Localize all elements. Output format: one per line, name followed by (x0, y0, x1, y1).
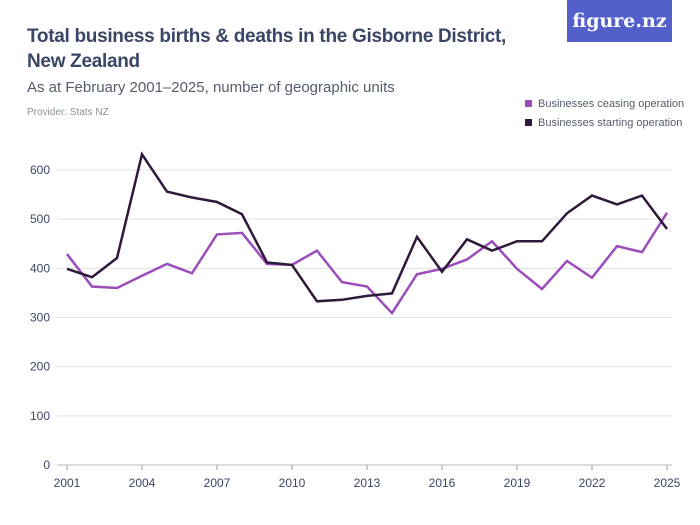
y-tick-label: 400 (30, 261, 50, 275)
y-tick-label: 500 (30, 212, 50, 226)
y-tick-label: 600 (30, 163, 50, 177)
y-tick-label: 100 (30, 409, 50, 423)
legend-swatch-ceasing (525, 100, 532, 107)
legend-item-ceasing: Businesses ceasing operation (525, 94, 684, 113)
legend-swatch-starting (525, 119, 532, 126)
y-tick-label: 300 (30, 311, 50, 325)
x-tick-label: 2019 (504, 476, 531, 490)
x-tick-label: 2013 (354, 476, 381, 490)
x-tick-label: 2004 (129, 476, 156, 490)
x-tick-label: 2007 (204, 476, 231, 490)
y-tick-label: 200 (30, 360, 50, 374)
legend: Businesses ceasing operation Businesses … (525, 94, 684, 132)
legend-label-ceasing: Businesses ceasing operation (538, 97, 685, 110)
series-line-starting (66, 151, 669, 303)
x-tick-label: 2001 (54, 476, 81, 490)
legend-item-starting: Businesses starting operation (525, 113, 684, 132)
provider-text: Provider: Stats NZ (27, 107, 109, 118)
series-line-ceasing (66, 212, 669, 316)
x-tick-label: 2022 (579, 476, 606, 490)
chart-title: Total business births & deaths in the Gi… (27, 26, 507, 72)
chart-subtitle: As at February 2001–2025, number of geog… (27, 79, 395, 96)
figure-nz-logo[interactable]: figure.nz (567, 0, 672, 42)
x-tick-label: 2016 (429, 476, 456, 490)
legend-label-starting: Businesses starting operation (538, 116, 683, 129)
x-tick-label: 2025 (654, 476, 681, 490)
y-tick-label: 0 (43, 458, 50, 472)
x-tick-label: 2010 (279, 476, 306, 490)
